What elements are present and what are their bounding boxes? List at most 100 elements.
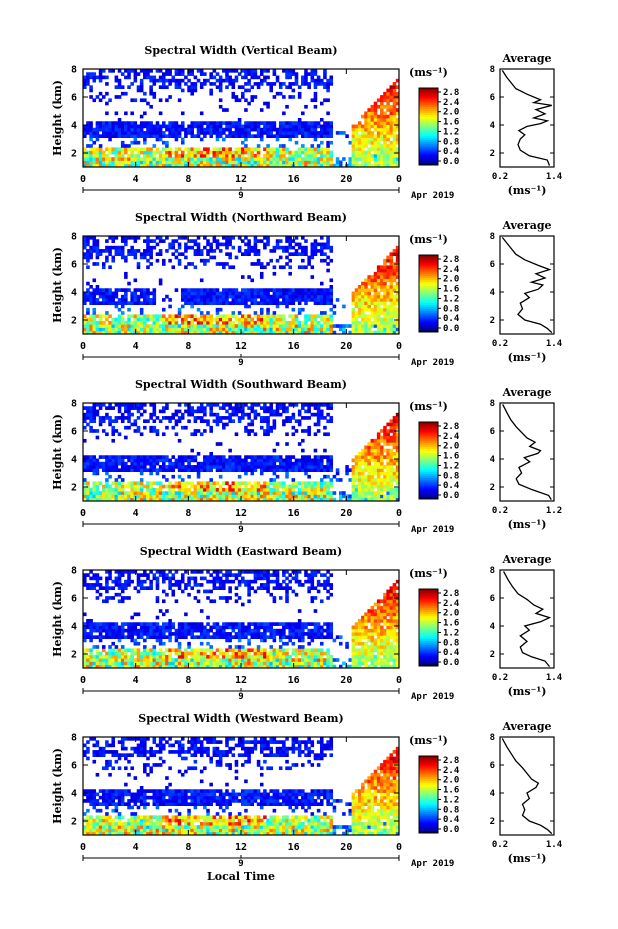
- colorbar-segment: [419, 800, 438, 803]
- y-tick-label: 6: [71, 761, 77, 772]
- average-profile-line: [503, 571, 552, 668]
- colorbar-tick-label: 0.8: [443, 137, 459, 147]
- date-label: Apr 2019: [411, 525, 454, 535]
- average-title: Average: [501, 553, 551, 566]
- x-tick-label: 12: [235, 842, 247, 853]
- colorbar-segment: [419, 310, 438, 314]
- average-x-label: (ms⁻¹): [508, 852, 547, 865]
- colorbar-tick-label: 0.8: [443, 471, 459, 481]
- colorbar-segment: [419, 128, 438, 131]
- colorbar-frame: [418, 755, 439, 834]
- colorbar-segment: [419, 264, 438, 267]
- average-x-tick-label: 1.4: [546, 673, 563, 683]
- colorbar-segment: [419, 629, 438, 632]
- colorbar-segment: [419, 458, 438, 461]
- y-tick-label: 6: [71, 427, 77, 438]
- colorbar-segment: [419, 819, 438, 822]
- colorbar-segment: [419, 788, 438, 792]
- colorbar-segment: [419, 441, 438, 444]
- x-tick-label: 0: [396, 341, 402, 352]
- y-tick-label: 8: [71, 566, 77, 577]
- heatmap-cells: [83, 570, 400, 669]
- colorbar-segment: [419, 143, 438, 147]
- colorbar-segment: [419, 472, 438, 475]
- colorbar-segment: [419, 429, 438, 433]
- colorbar-segment: [419, 151, 438, 154]
- colorbar-segment: [419, 831, 438, 834]
- colorbar-tick-label: 0.8: [443, 805, 459, 815]
- x-tick-label: 0: [80, 675, 86, 686]
- colorbar-segment: [419, 141, 438, 145]
- colorbar-segment: [419, 439, 438, 442]
- colorbar-segment: [419, 656, 438, 659]
- x-tick-label: 20: [340, 508, 352, 519]
- colorbar-tick-label: 2.4: [443, 766, 460, 776]
- colorbar-segment: [419, 460, 438, 463]
- colorbar-segment: [419, 662, 438, 665]
- colorbar-unit: (ms⁻¹): [409, 567, 448, 580]
- y-tick-label: 4: [71, 622, 77, 633]
- colorbar-segment: [419, 817, 438, 820]
- colorbar-segment: [419, 448, 438, 452]
- date-label: Apr 2019: [411, 859, 454, 869]
- colorbar-segment: [419, 301, 438, 304]
- colorbar-tick-label: 2.0: [443, 609, 459, 619]
- x-tick-label: 4: [133, 174, 139, 185]
- colorbar-segment: [419, 138, 438, 141]
- average-profile-line: [501, 738, 553, 835]
- colorbar-segment: [419, 109, 438, 112]
- x-tick-label: 0: [396, 174, 402, 185]
- average-y-tick-label: 4: [490, 789, 496, 799]
- average-title: Average: [501, 720, 551, 733]
- colorbar-segment: [419, 116, 438, 120]
- colorbar-segment: [419, 111, 438, 114]
- colorbar-segment: [419, 447, 438, 450]
- colorbar-segment: [419, 153, 438, 156]
- colorbar-segment: [419, 285, 438, 289]
- colorbar-segment: [419, 287, 438, 291]
- colorbar-segment: [419, 600, 438, 603]
- colorbar-segment: [419, 781, 438, 784]
- colorbar-segment: [419, 305, 438, 308]
- colorbar-segment: [419, 483, 438, 486]
- colorbar-segment: [419, 773, 438, 776]
- colorbar-segment: [419, 827, 438, 830]
- panel-title: Spectral Width (Southward Beam): [135, 378, 347, 391]
- colorbar-tick-label: 1.2: [443, 461, 459, 471]
- colorbar-segment: [419, 779, 438, 782]
- colorbar-segment: [419, 596, 438, 600]
- colorbar-segment: [419, 759, 438, 763]
- colorbar-tick-label: 0.4: [443, 147, 460, 157]
- colorbar-segment: [419, 130, 438, 133]
- colorbar-segment: [419, 652, 438, 655]
- colorbar-segment: [419, 435, 438, 438]
- colorbar-tick-label: 1.2: [443, 294, 459, 304]
- colorbar-segment: [419, 804, 438, 807]
- average-y-tick-label: 6: [490, 594, 495, 604]
- x-tick-label: 8: [185, 174, 191, 185]
- average-y-tick-label: 8: [490, 399, 495, 409]
- x-tick-label: 12: [235, 508, 247, 519]
- colorbar-segment: [419, 145, 438, 149]
- average-x-tick-label: 1.2: [546, 506, 562, 516]
- date-tick-label: 9: [238, 358, 243, 368]
- x-tick-label: 12: [235, 675, 247, 686]
- colorbar-segment: [419, 258, 438, 262]
- y-tick-label: 4: [71, 789, 77, 800]
- colorbar-segment: [419, 101, 438, 104]
- x-tick-label: 4: [133, 341, 139, 352]
- colorbar-tick-label: 0.8: [443, 638, 459, 648]
- colorbar-segment: [419, 464, 438, 467]
- colorbar-segment: [419, 89, 438, 93]
- colorbar-segment: [419, 619, 438, 623]
- colorbar-segment: [419, 497, 438, 500]
- colorbar-segment: [419, 790, 438, 793]
- colorbar-segment: [419, 470, 438, 473]
- colorbar-segment: [419, 771, 438, 774]
- average-y-tick-label: 2: [490, 817, 495, 827]
- colorbar-segment: [419, 114, 438, 118]
- colorbar-segment: [419, 635, 438, 638]
- colorbar-segment: [419, 454, 438, 458]
- average-title: Average: [501, 52, 551, 65]
- average-frame: [499, 402, 555, 502]
